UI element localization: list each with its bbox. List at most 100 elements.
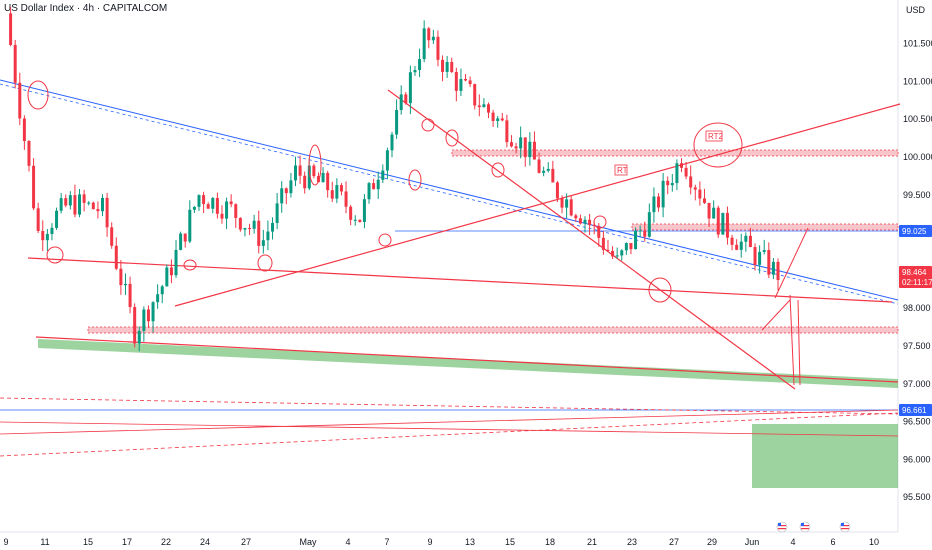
candle-up (192, 206, 196, 213)
candle-up (496, 116, 500, 128)
candle-up (321, 167, 325, 183)
candle-down (597, 223, 601, 247)
candle-down (41, 220, 45, 252)
candle-body (638, 230, 642, 232)
candle-up (225, 197, 229, 230)
candle-up (211, 197, 215, 214)
candle-body (436, 36, 440, 60)
candle-body (73, 195, 77, 215)
candle-up (583, 216, 587, 233)
candle-body (101, 197, 104, 212)
candle-down (468, 76, 472, 87)
candle-body (601, 237, 605, 250)
candle-down (128, 276, 132, 314)
candle-down (234, 203, 238, 228)
price-tick-label: 101.000 (903, 76, 932, 86)
candle-body (50, 227, 54, 234)
candle-down (183, 233, 187, 248)
candle-down (505, 114, 509, 148)
candle-body (551, 168, 555, 183)
candle-body (716, 207, 720, 235)
candle-up (670, 173, 674, 192)
candle-up (87, 201, 91, 206)
candle-down (689, 165, 693, 195)
candle-body (482, 104, 486, 108)
candle-up (353, 215, 357, 226)
candle-body (174, 249, 178, 276)
candle-body (385, 150, 389, 171)
candle-up (385, 147, 389, 179)
candle-down (248, 223, 252, 235)
candle-body (441, 59, 445, 72)
time-tick-label: 17 (122, 537, 132, 547)
candle-body (413, 70, 417, 73)
candle-up (652, 187, 656, 223)
candle-body (592, 225, 596, 227)
candle-up (156, 284, 160, 309)
candle-up (151, 301, 155, 333)
candle-body (372, 183, 376, 190)
candle-body (758, 251, 762, 265)
candle-body (330, 190, 334, 199)
candle-body (771, 261, 775, 275)
candle-down (454, 67, 458, 102)
last-price-tag: 98.464 (902, 268, 927, 277)
candle-down (238, 217, 242, 232)
candle-up (661, 172, 665, 218)
candle-up (638, 225, 642, 238)
candle-up (243, 227, 247, 237)
candle-up (739, 233, 743, 258)
us-flag-stripe (778, 528, 786, 530)
candle-down (684, 161, 688, 180)
candle-body (284, 188, 288, 194)
candle-up (712, 200, 716, 219)
candle-body (110, 227, 114, 246)
candle-down (574, 213, 578, 222)
candle-body (261, 240, 265, 246)
candle-up (758, 245, 762, 274)
candle-down (537, 152, 541, 174)
candle-up (399, 85, 403, 115)
candle-body (128, 283, 132, 308)
projection-down-3 (797, 299, 801, 386)
candle-down (748, 227, 752, 248)
candle-body (105, 197, 109, 228)
candle-down (569, 195, 573, 217)
candle-body (721, 212, 725, 235)
us-flag-canton (778, 523, 781, 526)
time-tick-label: May (299, 537, 317, 547)
candle-down (326, 170, 330, 198)
candle-body (234, 204, 238, 218)
annotation-circle (308, 144, 322, 186)
candle-down (555, 181, 559, 202)
price-tick-label: 101.500 (903, 39, 932, 49)
rt-label: RT (617, 166, 628, 175)
candle-body (27, 140, 31, 166)
candle-down (477, 94, 481, 117)
candle-up (431, 29, 435, 45)
candle-down (82, 189, 86, 212)
candle-down (339, 183, 343, 196)
candle-body (381, 170, 385, 180)
projection-down-1 (761, 299, 791, 331)
candle-body (151, 302, 155, 322)
rt2-label: RT2 (708, 132, 724, 141)
candle-body (532, 141, 536, 160)
candle-down (730, 234, 734, 251)
candle-body (123, 283, 127, 286)
candle-down (523, 137, 527, 167)
candle-body (459, 79, 463, 91)
rt-label-box (614, 164, 628, 176)
candle-body (588, 219, 592, 226)
candle-body (13, 44, 17, 83)
candle-up (395, 99, 399, 139)
candle-body (119, 268, 123, 286)
level-tag-99025: 99.025 (902, 227, 927, 236)
candle-body (431, 36, 435, 41)
candle-up (68, 191, 72, 210)
candle-up (519, 126, 523, 159)
level-tag-96661: 96.661 (902, 406, 927, 415)
candle-body (730, 237, 734, 245)
currency-label: USD (906, 5, 926, 15)
